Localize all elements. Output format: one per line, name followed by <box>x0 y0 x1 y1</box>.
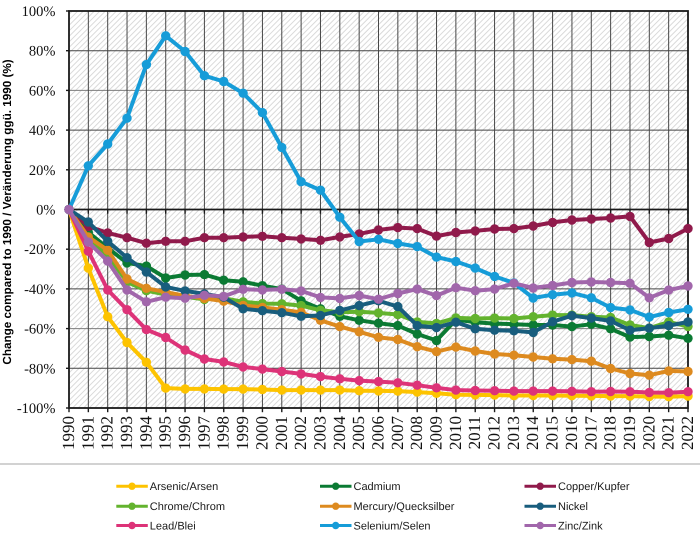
svg-text:Nickel: Nickel <box>558 501 588 513</box>
svg-text:Mercury/Quecksilber: Mercury/Quecksilber <box>354 501 455 513</box>
svg-text:2019: 2019 <box>620 416 639 450</box>
svg-text:2021: 2021 <box>659 416 678 450</box>
svg-text:-60%: -60% <box>24 322 55 338</box>
svg-text:Copper/Kupfer: Copper/Kupfer <box>558 481 630 493</box>
svg-text:2022: 2022 <box>678 416 697 450</box>
svg-text:2018: 2018 <box>601 416 620 450</box>
svg-text:2009: 2009 <box>427 416 446 450</box>
svg-text:Cadmium: Cadmium <box>354 481 401 493</box>
svg-text:60%: 60% <box>29 83 56 99</box>
svg-text:2004: 2004 <box>330 416 349 451</box>
svg-text:80%: 80% <box>29 44 56 60</box>
svg-text:-100%: -100% <box>17 401 56 417</box>
svg-text:1999: 1999 <box>233 416 252 450</box>
svg-text:1990: 1990 <box>59 416 78 450</box>
svg-text:2014: 2014 <box>523 416 542 451</box>
svg-text:Selenium/Selen: Selenium/Selen <box>354 520 431 532</box>
svg-text:1995: 1995 <box>156 416 175 450</box>
svg-text:Lead/Blei: Lead/Blei <box>150 520 196 532</box>
svg-text:-80%: -80% <box>24 361 55 377</box>
svg-text:1997: 1997 <box>194 416 213 451</box>
svg-text:2006: 2006 <box>369 416 388 450</box>
svg-text:2011: 2011 <box>465 416 484 449</box>
svg-text:1992: 1992 <box>98 416 117 450</box>
svg-text:Zinc/Zink: Zinc/Zink <box>558 520 603 532</box>
svg-text:2013: 2013 <box>504 416 523 450</box>
svg-text:2020: 2020 <box>639 416 658 450</box>
svg-text:2007: 2007 <box>388 416 407 451</box>
svg-text:2016: 2016 <box>562 416 581 450</box>
svg-text:2000: 2000 <box>252 416 271 450</box>
svg-text:2001: 2001 <box>272 416 291 450</box>
svg-text:20%: 20% <box>29 163 56 179</box>
svg-text:2002: 2002 <box>291 416 310 450</box>
svg-text:1993: 1993 <box>117 416 136 450</box>
svg-text:Change compared to 1990 / Verä: Change compared to 1990 / Veränderung gg… <box>1 59 14 364</box>
svg-text:2012: 2012 <box>485 416 504 450</box>
svg-text:40%: 40% <box>29 123 56 139</box>
svg-text:2017: 2017 <box>581 416 600 451</box>
svg-text:1996: 1996 <box>175 416 194 450</box>
svg-text:1994: 1994 <box>136 416 155 451</box>
svg-text:0%: 0% <box>36 203 55 219</box>
svg-text:1991: 1991 <box>78 416 97 450</box>
svg-text:2010: 2010 <box>446 416 465 450</box>
svg-text:Chrome/Chrom: Chrome/Chrom <box>150 501 225 513</box>
svg-text:2005: 2005 <box>349 416 368 450</box>
svg-text:100%: 100% <box>22 4 56 20</box>
svg-text:-20%: -20% <box>24 242 55 258</box>
svg-text:2015: 2015 <box>543 416 562 450</box>
svg-text:2003: 2003 <box>311 416 330 450</box>
svg-text:2008: 2008 <box>407 416 426 450</box>
svg-text:1998: 1998 <box>214 416 233 450</box>
svg-text:Arsenic/Arsen: Arsenic/Arsen <box>150 481 218 493</box>
svg-text:-40%: -40% <box>24 282 55 298</box>
